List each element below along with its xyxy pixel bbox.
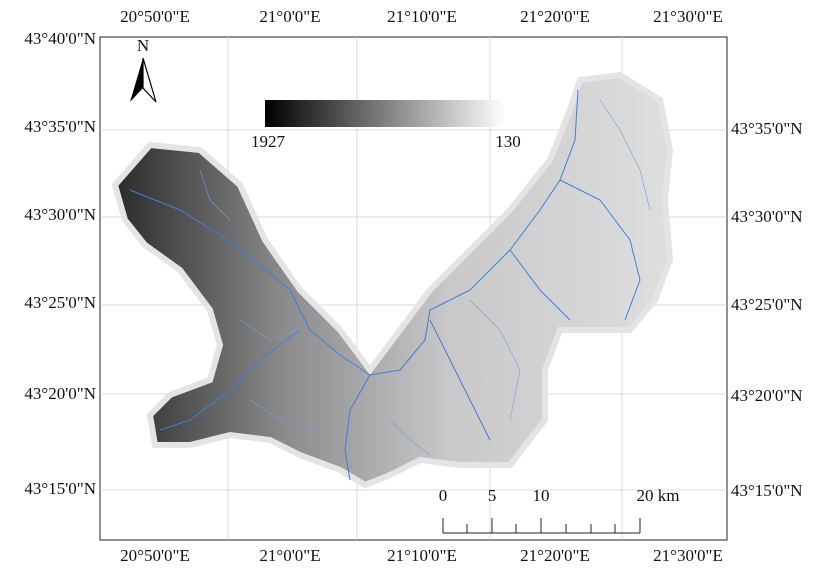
lat-label-left: 43°15'0"N [24, 479, 96, 498]
lon-label-bottom: 20°50'0"E [120, 546, 190, 565]
lon-label-top: 21°0'0"E [259, 7, 320, 26]
lon-label-top: 21°20'0"E [520, 7, 590, 26]
legend-high: 1927 [251, 132, 286, 151]
scale-label: 5 [488, 486, 497, 505]
lat-label-right: 43°30'0"N [731, 207, 803, 226]
lon-label-bottom: 21°30'0"E [653, 546, 723, 565]
lon-label-bottom: 21°0'0"E [259, 546, 320, 565]
lon-label-top: 21°30'0"E [653, 7, 723, 26]
legend-ramp [265, 100, 505, 127]
north-label: N [137, 36, 149, 55]
lat-label-right: 43°35'0"N [731, 119, 803, 138]
lon-label-top: 20°50'0"E [120, 7, 190, 26]
lat-label-left: 43°25'0"N [24, 293, 96, 312]
legend-low: 130 [495, 132, 521, 151]
lat-label-right: 43°25'0"N [731, 295, 803, 314]
lon-label-top: 21°10'0"E [387, 7, 457, 26]
lat-label-left: 43°40'0"N [24, 29, 96, 48]
lon-label-bottom: 21°10'0"E [387, 546, 457, 565]
map: 1927 130 N 0 5 10 20 km 20°50'0"E 20°50'0… [0, 0, 815, 570]
lat-label-right: 43°20'0"N [731, 386, 803, 405]
scale-label: 20 km [637, 486, 680, 505]
lat-label-right: 43°15'0"N [731, 481, 803, 500]
lon-label-bottom: 21°20'0"E [520, 546, 590, 565]
scale-label: 0 [439, 486, 448, 505]
lat-label-left: 43°30'0"N [24, 205, 96, 224]
scale-label: 10 [533, 486, 550, 505]
lat-label-left: 43°35'0"N [24, 117, 96, 136]
lat-label-left: 43°20'0"N [24, 384, 96, 403]
